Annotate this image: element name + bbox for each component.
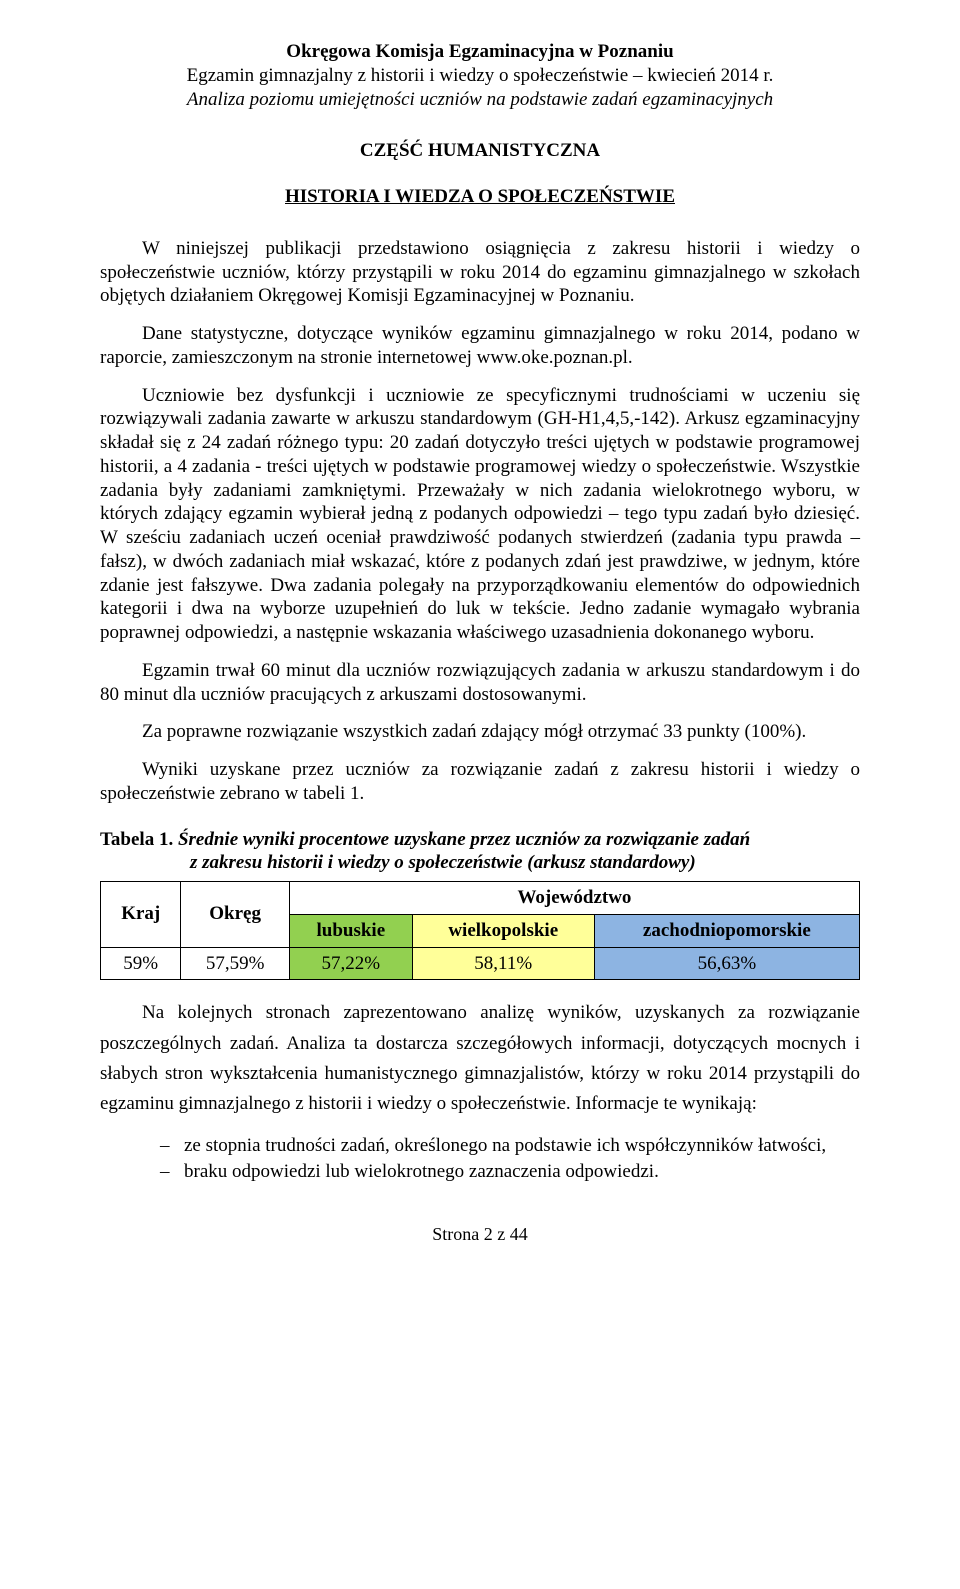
table-caption-label: Tabela 1. xyxy=(100,829,173,850)
col-header-kraj: Kraj xyxy=(101,882,181,948)
header-exam: Egzamin gimnazjalny z historii i wiedzy … xyxy=(100,64,860,88)
table-caption-text-1: Średnie wyniki procentowe uzyskane przez… xyxy=(178,829,750,850)
list-item: ze stopnia trudności zadań, określonego … xyxy=(160,1134,860,1158)
paragraph-intro-5: Za poprawne rozwiązanie wszystkich zadań… xyxy=(100,720,860,744)
header-subtitle: Analiza poziomu umiejętności uczniów na … xyxy=(100,88,860,112)
cell-zachodniopomorskie: 56,63% xyxy=(594,947,859,980)
paragraph-intro-6: Wyniki uzyskane przez uczniów za rozwiąz… xyxy=(100,758,860,806)
col-header-wojewodztwo: Województwo xyxy=(289,882,859,915)
page-footer: Strona 2 z 44 xyxy=(100,1223,860,1246)
cell-wielkopolskie: 58,11% xyxy=(412,947,594,980)
paragraph-intro-4: Egzamin trwał 60 minut dla uczniów rozwi… xyxy=(100,659,860,707)
paragraph-intro-3: Uczniowie bez dysfunkcji i uczniowie ze … xyxy=(100,384,860,645)
col-subheader-zachodniopomorskie: zachodniopomorskie xyxy=(594,914,859,947)
col-subheader-lubuskie: lubuskie xyxy=(289,914,412,947)
col-header-okreg: Okręg xyxy=(181,882,289,948)
paragraph-after-table: Na kolejnych stronach zaprezentowano ana… xyxy=(100,998,860,1120)
paragraph-intro-1: W niniejszej publikacji przedstawiono os… xyxy=(100,237,860,308)
paragraph-intro-2: Dane statystyczne, dotyczące wyników egz… xyxy=(100,322,860,370)
table-caption: Tabela 1. Średnie wyniki procentowe uzys… xyxy=(100,828,860,876)
cell-kraj: 59% xyxy=(101,947,181,980)
list-item: braku odpowiedzi lub wielokrotnego zazna… xyxy=(160,1160,860,1184)
section-title: CZĘŚĆ HUMANISTYCZNA xyxy=(100,139,860,163)
results-table: Kraj Okręg Województwo lubuskie wielkopo… xyxy=(100,881,860,980)
header-org: Okręgowa Komisja Egzaminacyjna w Poznani… xyxy=(100,40,860,64)
document-title: HISTORIA I WIEDZA O SPOŁECZEŃSTWIE xyxy=(100,185,860,209)
col-subheader-wielkopolskie: wielkopolskie xyxy=(412,914,594,947)
table-row: 59% 57,59% 57,22% 58,11% 56,63% xyxy=(101,947,860,980)
page-header: Okręgowa Komisja Egzaminacyjna w Poznani… xyxy=(100,40,860,111)
cell-okreg: 57,59% xyxy=(181,947,289,980)
bullet-list: ze stopnia trudności zadań, określonego … xyxy=(100,1134,860,1184)
table-caption-text-2: z zakresu historii i wiedzy o społeczeńs… xyxy=(100,851,860,875)
page: Okręgowa Komisja Egzaminacyjna w Poznani… xyxy=(0,0,960,1286)
cell-lubuskie: 57,22% xyxy=(289,947,412,980)
